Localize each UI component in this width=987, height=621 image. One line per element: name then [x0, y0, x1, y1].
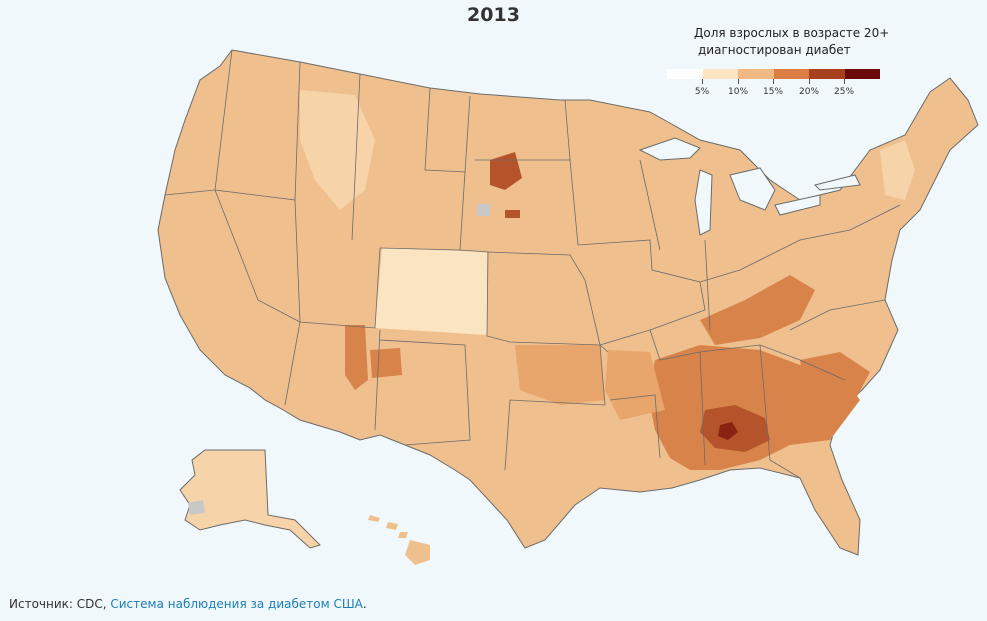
legend-tick-mark: [773, 79, 774, 84]
legend-tick-label: 10%: [727, 87, 749, 97]
dark-region-carolinas: [800, 352, 870, 412]
mid-region-texas-ok: [515, 345, 665, 420]
legend-tick-mark: [844, 79, 845, 84]
legend-tick-mark: [738, 79, 739, 84]
legend-tick-mark: [702, 79, 703, 84]
light-region-mountain: [300, 90, 375, 210]
nodata-region-alaska: [188, 500, 205, 515]
light-region-colorado: [375, 248, 487, 335]
hawaii: [368, 515, 430, 565]
legend-swatch-1: [667, 69, 703, 79]
dark-region-southwest: [345, 325, 402, 390]
source-prefix: Источник: CDC,: [9, 597, 111, 611]
light-region-newengland: [880, 140, 915, 200]
legend-tick-label: 15%: [762, 87, 784, 97]
legend-color-bar: [667, 69, 880, 79]
dark-region-appalachia: [700, 275, 815, 345]
source-suffix: .: [362, 597, 367, 611]
legend-title-line1: Доля взрослых в возрасте 20+: [694, 26, 890, 40]
nodata-county-sd: [477, 204, 490, 216]
legend-tick-mark: [809, 79, 810, 84]
legend-tick-label: 5%: [694, 87, 710, 97]
hawaii-islands: [368, 515, 430, 565]
source-link[interactable]: Система наблюдения за диабетом США: [110, 597, 363, 611]
legend-swatch-5: [809, 69, 845, 79]
legend-swatch-2: [702, 69, 738, 79]
contiguous-us-landmass: [157, 49, 979, 556]
darkest-county: [718, 422, 738, 440]
legend-swatch-4: [773, 69, 809, 79]
state-borders: [164, 49, 901, 479]
map-title: 2013: [467, 4, 520, 26]
legend-tick-label: 20%: [798, 87, 820, 97]
dark-region-southdakota: [490, 152, 522, 218]
legend-swatch-3: [738, 69, 774, 79]
legend-tick-label: 25%: [833, 87, 855, 97]
contiguous-us: [157, 49, 979, 556]
legend-swatch-6: [844, 69, 880, 79]
legend-title-line2: диагностирован диабет: [698, 43, 851, 57]
great-lakes: [638, 137, 861, 236]
source-note: Источник: CDC, Система наблюдения за диа…: [9, 597, 367, 611]
alaska: [179, 449, 321, 549]
alaska-landmass: [179, 449, 321, 549]
